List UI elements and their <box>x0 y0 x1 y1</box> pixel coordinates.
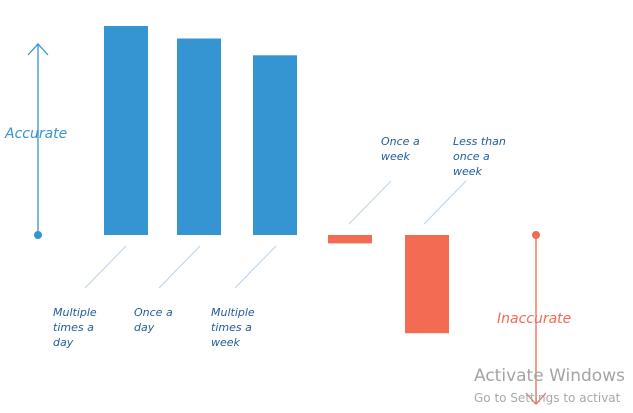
bar-once-a-week <box>328 235 372 244</box>
leader-line-multiple-times-a-week <box>234 245 277 289</box>
category-label-once-a-day: Once a day <box>134 306 176 334</box>
leader-line-once-a-week <box>348 180 392 225</box>
bar-multiple-times-a-day <box>104 26 148 235</box>
inaccurate-axis-arrowhead <box>525 392 547 405</box>
inaccurate-axis: Inaccurate <box>497 231 571 405</box>
category-label-multiple-times-a-week: Multiple times a week <box>211 306 258 349</box>
accurate-axis-arrowhead <box>27 43 49 56</box>
leader-line-once-a-day <box>158 245 201 289</box>
accurate-label: Accurate <box>4 126 67 142</box>
accurate-axis-origin-dot <box>34 231 42 239</box>
bars <box>104 26 449 334</box>
category-label-less-than-once-a-week: Less than once a week <box>453 135 509 178</box>
leader-line-less-than-once-a-week <box>423 180 467 225</box>
bar-less-than-once-a-week <box>405 235 449 334</box>
category-label-multiple-times-a-day: Multiple times a day <box>53 306 100 349</box>
inaccurate-label: Inaccurate <box>497 311 571 327</box>
leader-line-multiple-times-a-day <box>84 245 127 289</box>
inaccurate-axis-origin-dot <box>532 231 540 239</box>
activate-windows-subtitle: Go to Settings to activat <box>474 391 621 405</box>
leader-lines <box>84 180 467 289</box>
accurate-axis: Accurate <box>4 43 67 239</box>
category-label-once-a-week: Once a week <box>381 135 423 163</box>
category-labels: Multiple times a day Once a day Multiple… <box>53 135 509 349</box>
activate-windows-title: Activate Windows <box>474 366 625 386</box>
bar-once-a-day <box>177 38 221 235</box>
bar-multiple-times-a-week <box>253 55 297 235</box>
